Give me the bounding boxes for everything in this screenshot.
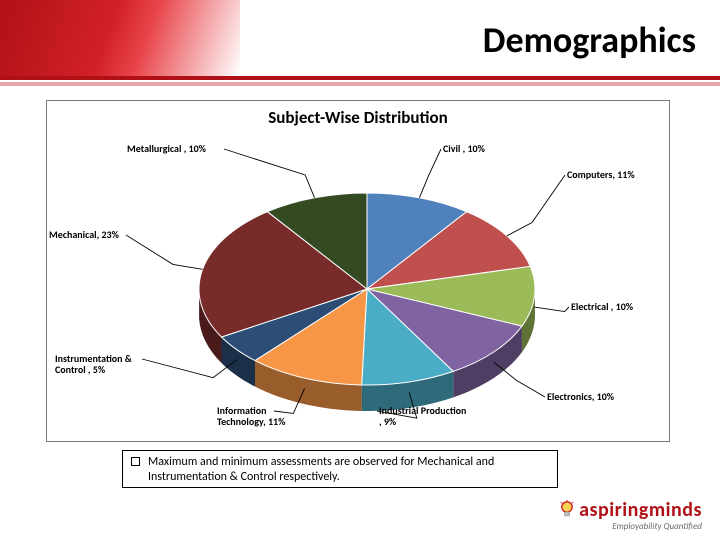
slice-label: Computers, 11% <box>567 168 635 181</box>
leader-line <box>507 175 565 236</box>
brand-tagline: Employability Quantified <box>559 522 702 532</box>
callout-box: Maximum and minimum assessments are obse… <box>122 450 558 488</box>
slice-label: Civil , 10% <box>443 142 486 155</box>
slice-label: Metallurgical , 10% <box>127 142 207 155</box>
lightbulb-icon <box>559 500 575 520</box>
slice-label: Industrial Production, 9% <box>379 404 466 428</box>
slice-label: Instrumentation &Control , 5% <box>55 352 133 376</box>
callout-text: Maximum and minimum assessments are obse… <box>148 455 549 485</box>
leader-line <box>126 235 203 269</box>
leader-line <box>534 307 569 312</box>
slice-label: Mechanical, 23% <box>49 228 120 241</box>
brand-logo: aspiringminds Employability Quantified <box>559 499 702 532</box>
slice-label: Electronics, 10% <box>547 390 615 403</box>
chart-frame: Subject-Wise Distribution Civil , 10% Com… <box>46 100 670 442</box>
slice-label: InformationTechnology, 11% <box>217 404 286 428</box>
header-rule-light <box>0 82 720 86</box>
header-band: Demographics <box>0 0 720 86</box>
chart-title: Subject-Wise Distribution <box>47 107 669 128</box>
leader-line <box>419 149 441 198</box>
slice-label: Electrical , 10% <box>571 300 634 313</box>
bullet-square-icon <box>131 457 140 466</box>
brand-name-text: aspiringminds <box>579 499 702 521</box>
pie-svg: Civil , 10% Computers, 11% Electrical , 10… <box>47 137 671 437</box>
header-gradient <box>0 0 240 76</box>
leader-line <box>224 149 315 198</box>
page-title: Demographics <box>483 18 696 62</box>
header-rule-dark <box>0 76 720 80</box>
pie-chart: Civil , 10% Computers, 11% Electrical , 10… <box>47 137 669 437</box>
brand-name: aspiringminds <box>559 499 702 521</box>
